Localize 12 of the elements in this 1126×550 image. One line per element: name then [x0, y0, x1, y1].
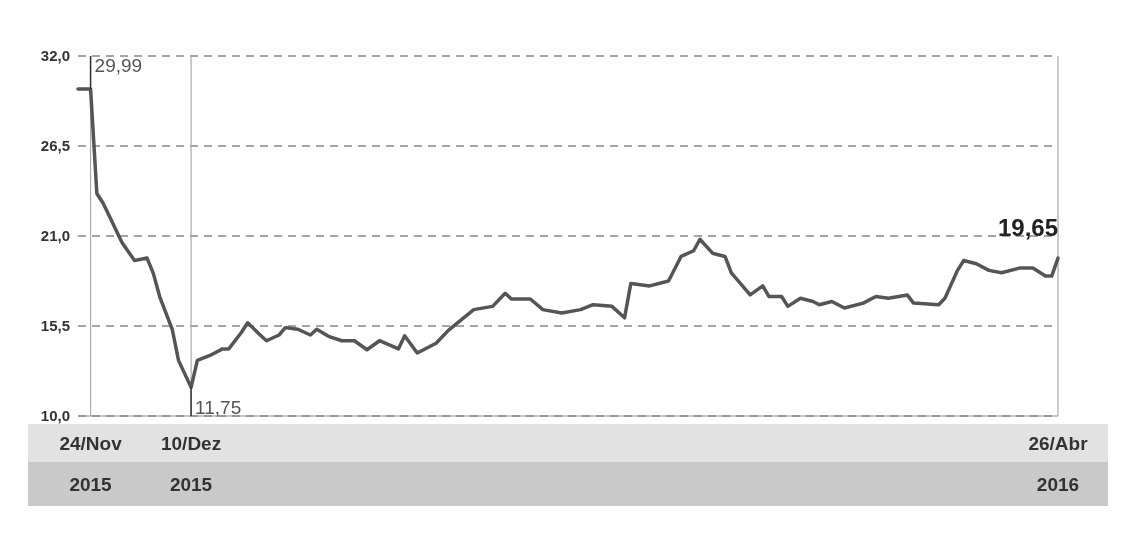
- annotation: 29,99: [94, 55, 143, 76]
- y-tick-label: 21,0: [40, 227, 70, 245]
- x-tick-label: 24/Nov 2015: [59, 432, 123, 495]
- y-tick-label: 32,0: [40, 47, 70, 65]
- y-tick-label: 15,5: [40, 317, 70, 335]
- line-series: [76, 87, 1060, 390]
- y-tick-label: 26,5: [40, 137, 70, 155]
- y-tick-label: 10,0: [40, 407, 70, 425]
- x-tick-label: 26/Abr 2016: [1028, 432, 1089, 495]
- x-tick-label: 10/Dez 2015: [160, 432, 222, 495]
- annotation: 19,65: [997, 214, 1058, 242]
- annotation: 11,75: [195, 397, 242, 418]
